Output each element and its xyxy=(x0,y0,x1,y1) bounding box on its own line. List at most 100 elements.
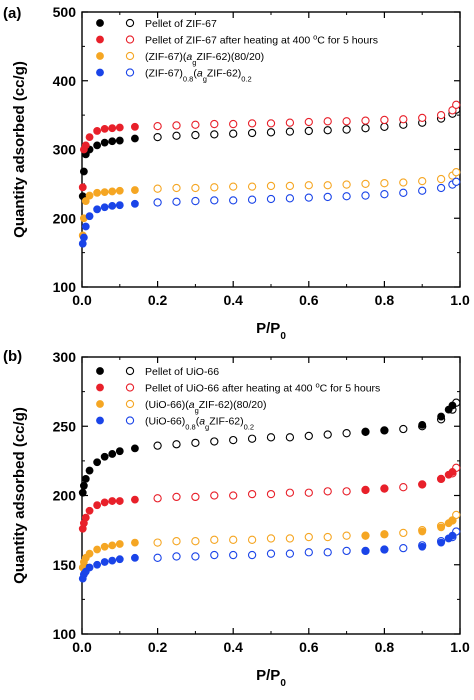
desorption-point xyxy=(418,113,427,123)
adsorption-point xyxy=(100,124,109,133)
adsorption-point xyxy=(93,560,102,569)
legend-label-part: Pellet of ZIF-67 xyxy=(145,18,217,30)
adsorption-point xyxy=(93,188,102,197)
legend-label: Pellet of ZIF-67 after heating at 400 oC… xyxy=(145,32,378,47)
adsorption-point xyxy=(85,563,94,572)
legend-marker-desorption xyxy=(125,399,135,409)
desorption-point xyxy=(172,492,181,502)
adsorption-point xyxy=(81,222,90,231)
desorption-point xyxy=(285,534,295,543)
series-1 xyxy=(78,100,461,192)
x-tick-label: 1.0 xyxy=(450,292,470,308)
desorption-point xyxy=(247,182,257,191)
desorption-point xyxy=(191,438,200,448)
series-2 xyxy=(78,168,461,240)
desorption-point xyxy=(172,552,181,561)
y-tick-label: 200 xyxy=(53,488,77,504)
y-tick-label: 100 xyxy=(53,279,77,295)
x-tick-label: 0.0 xyxy=(72,639,92,655)
desorption-point xyxy=(266,489,276,499)
adsorption-point xyxy=(418,542,427,551)
legend-marker-adsorption xyxy=(96,367,104,375)
adsorption-point xyxy=(115,540,124,548)
legend-label-part: g xyxy=(203,74,207,83)
desorption-point xyxy=(323,548,332,557)
desorption-point xyxy=(452,168,461,177)
adsorption-point xyxy=(437,412,445,421)
desorption-point xyxy=(229,550,238,560)
series-1 xyxy=(78,463,461,533)
legend-label-part: g xyxy=(192,58,196,67)
legend-label-part: (ZIF-67)( xyxy=(145,51,187,63)
adsorption-point xyxy=(131,538,139,547)
legend-marker-desorption xyxy=(125,366,135,376)
desorption-point xyxy=(436,174,446,184)
desorption-point xyxy=(399,543,408,553)
adsorption-point xyxy=(361,486,370,494)
adsorption-point xyxy=(131,122,139,131)
x-axis-title: P/P0 xyxy=(256,320,286,342)
y-axis-title: Quantity adsorbed (cc/g) xyxy=(11,61,28,238)
desorption-point xyxy=(418,186,427,195)
adsorption-point xyxy=(85,466,94,475)
adsorption-point xyxy=(85,506,94,515)
legend-label: (UiO-66)0.8(agZIF-62)0.2 xyxy=(145,416,254,432)
legend-marker-desorption xyxy=(125,18,135,28)
desorption-point xyxy=(210,130,219,139)
y-tick-label: 400 xyxy=(53,73,77,89)
x-tick-label: 0.8 xyxy=(375,292,395,308)
legend-label-part: (UiO-66)( xyxy=(145,399,189,411)
desorption-point xyxy=(304,126,313,136)
desorption-point xyxy=(191,196,200,206)
adsorption-point xyxy=(448,531,457,540)
adsorption-point xyxy=(131,199,139,208)
adsorption-point xyxy=(448,401,457,410)
desorption-point xyxy=(418,176,427,186)
desorption-point xyxy=(191,183,200,193)
adsorption-point xyxy=(131,186,139,194)
desorption-point xyxy=(266,549,276,558)
adsorption-point xyxy=(361,547,370,555)
adsorption-point xyxy=(437,474,445,483)
desorption-point xyxy=(247,128,257,138)
desorption-point xyxy=(172,183,181,193)
desorption-point xyxy=(210,196,219,205)
x-tick-label: 0.6 xyxy=(299,292,319,308)
adsorption-point xyxy=(115,186,124,195)
series-3 xyxy=(78,177,461,248)
legend-marker-desorption xyxy=(125,51,135,61)
series-3 xyxy=(78,527,461,583)
legend-label-part: C for 5 hours xyxy=(320,383,381,395)
adsorption-point xyxy=(81,513,90,522)
adsorption-point xyxy=(85,133,94,142)
x-axis-title-sub: 0 xyxy=(280,678,286,689)
adsorption-point xyxy=(78,488,87,497)
desorption-point xyxy=(247,535,257,544)
legend-label-part: g xyxy=(195,406,199,415)
desorption-point xyxy=(452,510,461,520)
panel-0: 0.0 0.2 0.4 0.6 0.8 1.0100200300400500(a)P/P0… xyxy=(3,4,470,342)
plot-frame xyxy=(81,11,461,288)
x-axis-title-main: P/P xyxy=(256,320,280,337)
x-axis-title: P/P0 xyxy=(256,667,286,689)
adsorption-point xyxy=(131,495,139,504)
y-axis-title: Quantity adsorbed (cc/g) xyxy=(11,407,28,584)
x-axis-title-sub: 0 xyxy=(280,331,286,342)
desorption-point xyxy=(361,124,370,133)
legend-label-part: ( xyxy=(196,416,200,428)
desorption-point xyxy=(229,491,238,500)
panel-label: (a) xyxy=(3,5,21,22)
desorption-point xyxy=(229,435,238,445)
adsorption-point xyxy=(380,530,389,539)
adsorption-point xyxy=(85,191,94,200)
desorption-point xyxy=(247,434,257,443)
adsorption-point xyxy=(81,197,90,205)
desorption-point xyxy=(342,192,351,201)
x-tick-label: 0.6 xyxy=(299,639,319,655)
desorption-point xyxy=(266,534,276,543)
desorption-point xyxy=(266,181,276,191)
legend-marker-desorption xyxy=(125,416,135,425)
adsorption-point xyxy=(115,201,124,210)
desorption-point xyxy=(304,488,313,497)
